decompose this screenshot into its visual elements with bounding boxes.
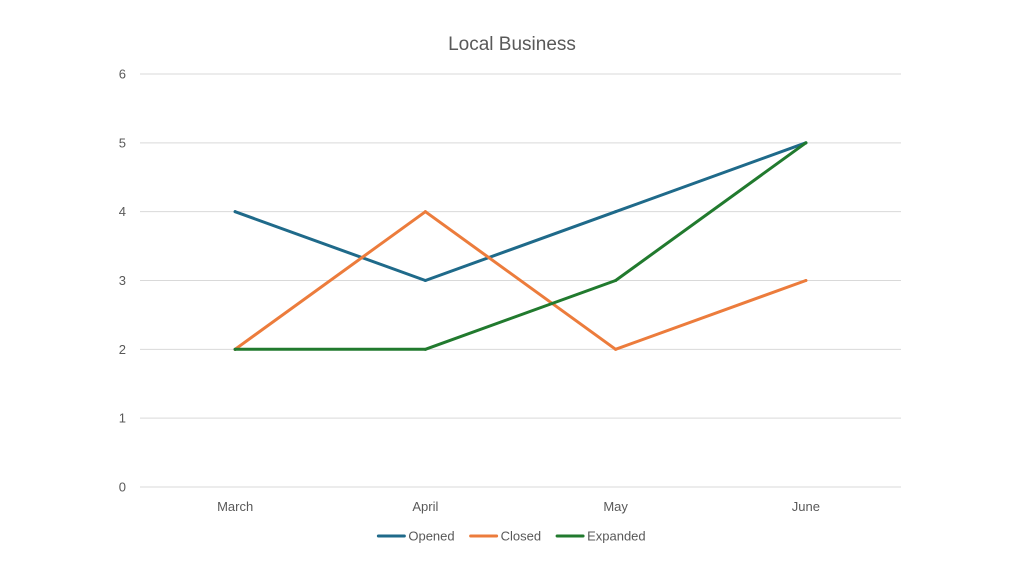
x-tick-label: March bbox=[217, 499, 253, 514]
data-point-expanded bbox=[614, 279, 618, 282]
legend-label: Closed bbox=[501, 529, 541, 544]
y-tick-label: 3 bbox=[119, 273, 126, 288]
x-tick-label: May bbox=[603, 499, 628, 514]
data-point-opened bbox=[614, 210, 618, 214]
y-axis-ticks: 0 1 2 3 4 5 6 bbox=[119, 67, 126, 495]
data-point-closed bbox=[614, 347, 618, 351]
y-tick-label: 5 bbox=[119, 135, 126, 150]
series-line-closed bbox=[233, 210, 808, 351]
data-point-closed bbox=[423, 210, 427, 214]
legend: Opened Closed Expanded bbox=[376, 529, 646, 544]
data-point-expanded bbox=[423, 347, 427, 351]
data-point-closed bbox=[804, 279, 808, 282]
legend-item-closed: Closed bbox=[469, 529, 541, 544]
y-tick-label: 4 bbox=[119, 204, 126, 219]
x-tick-label: June bbox=[792, 499, 820, 514]
legend-label: Expanded bbox=[587, 529, 646, 544]
y-tick-label: 2 bbox=[119, 342, 126, 357]
data-point-expanded bbox=[804, 141, 808, 145]
series-line-expanded bbox=[233, 141, 808, 351]
legend-item-expanded: Expanded bbox=[555, 529, 646, 544]
y-tick-label: 6 bbox=[119, 67, 126, 82]
legend-item-opened: Opened bbox=[376, 529, 455, 544]
series-line-opened bbox=[233, 141, 808, 282]
y-tick-label: 0 bbox=[119, 480, 126, 495]
x-tick-label: April bbox=[412, 499, 438, 514]
data-point-opened bbox=[423, 279, 427, 282]
legend-label: Opened bbox=[408, 529, 454, 544]
series-lines bbox=[233, 141, 808, 351]
x-axis-ticks: March April May June bbox=[217, 499, 820, 514]
chart-title: Local Business bbox=[448, 34, 576, 55]
data-point-expanded bbox=[233, 347, 237, 351]
y-tick-label: 1 bbox=[119, 411, 126, 426]
data-point-opened bbox=[233, 210, 237, 214]
